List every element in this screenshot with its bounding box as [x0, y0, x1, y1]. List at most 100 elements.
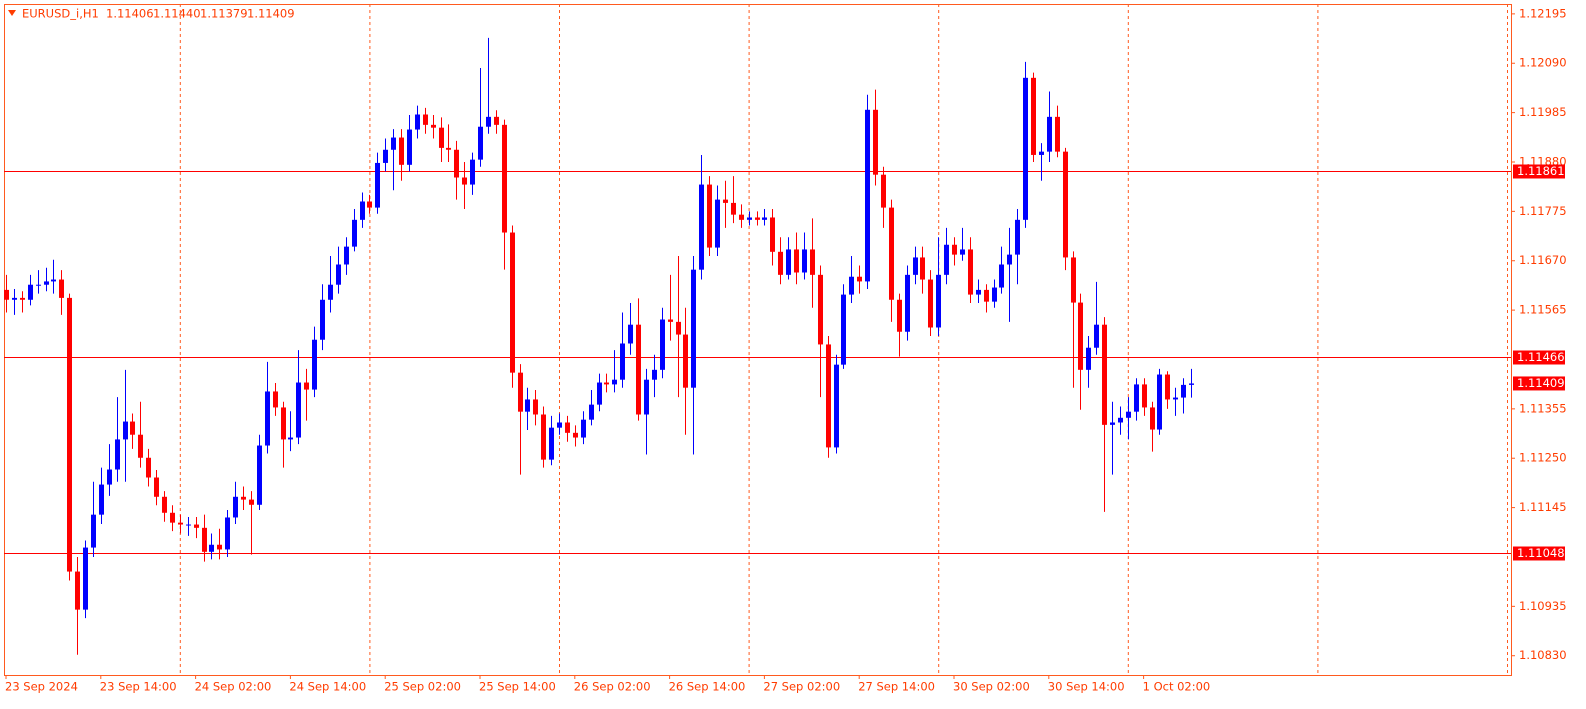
candle-body [604, 382, 609, 385]
menu-triangle[interactable] [8, 10, 16, 16]
candle-body [1047, 116, 1052, 152]
candle-body [597, 382, 602, 405]
candle-body [699, 184, 704, 270]
candle-body [415, 114, 420, 130]
candle-body [470, 159, 475, 185]
x-tick-label: 25 Sep 02:00 [384, 680, 461, 694]
candle-body [217, 544, 222, 550]
candle-body [4, 289, 9, 300]
x-tick-label: 30 Sep 02:00 [953, 680, 1030, 694]
candle-body [494, 116, 499, 125]
candle-body [59, 279, 64, 298]
candle-body [154, 477, 159, 497]
candle-body [273, 391, 278, 408]
candle-body [731, 202, 736, 215]
candle-body [865, 109, 870, 282]
candle-body [162, 496, 167, 513]
candle-body [502, 124, 507, 233]
candle-body [1102, 324, 1107, 425]
ohlc-label: 1.11440 [153, 7, 201, 21]
candle-body [328, 284, 333, 300]
candle-body [510, 232, 515, 373]
candle-body [644, 379, 649, 415]
candle-body [1031, 77, 1036, 155]
candle-body [383, 149, 388, 163]
candle-body [241, 496, 246, 500]
candle-body [67, 297, 72, 572]
candle-body [992, 287, 997, 302]
candle-body [1055, 116, 1060, 152]
candle-body [849, 276, 854, 295]
candle-body [889, 207, 894, 300]
candle-body [668, 319, 673, 322]
plot-frame [4, 4, 1512, 676]
candle-body [20, 297, 25, 300]
candle-body [944, 244, 949, 275]
candle-body [660, 319, 665, 370]
candle-body [565, 422, 570, 433]
y-tick-label: 1.10935 [1519, 599, 1567, 613]
y-tick-label: 1.11670 [1519, 253, 1567, 267]
candle-body [202, 527, 207, 552]
candle-body [439, 127, 444, 148]
candle-body [344, 246, 349, 265]
candle-body [12, 297, 17, 300]
candle-body [786, 249, 791, 275]
candle-body [123, 421, 128, 440]
candle-body [905, 274, 910, 332]
candle-body [265, 391, 270, 446]
candle-body [620, 343, 625, 380]
candle-body [770, 217, 775, 252]
candle-body [762, 217, 767, 220]
candle-body [352, 219, 357, 247]
candle-body [1094, 324, 1099, 348]
candle-body [194, 524, 199, 528]
candle-body [810, 249, 815, 275]
candle-body [984, 289, 989, 302]
candle-body [138, 434, 143, 458]
x-tick-label: 26 Sep 02:00 [574, 680, 651, 694]
candle-body [1039, 151, 1044, 155]
candle-body [1173, 397, 1178, 400]
candle-body [778, 251, 783, 275]
y-tick-label: 1.11565 [1519, 303, 1567, 317]
level-label-box [1513, 546, 1565, 561]
candle-body [683, 334, 688, 388]
candle-body [312, 339, 317, 390]
candle-body [1150, 407, 1155, 430]
y-tick-label: 1.12090 [1519, 56, 1567, 70]
candle-body [525, 399, 530, 412]
candle-body [581, 419, 586, 438]
candle-body [715, 199, 720, 248]
candle-body [976, 289, 981, 295]
candle-body [399, 137, 404, 165]
y-tick-label: 1.11250 [1519, 451, 1567, 465]
candle-body [557, 422, 562, 428]
candle-body [320, 299, 325, 340]
x-tick-label: 30 Sep 14:00 [1048, 680, 1125, 694]
candle-body [91, 514, 96, 548]
x-tick-label: 27 Sep 02:00 [763, 680, 840, 694]
ohlc-label: 1.11406 [106, 7, 154, 21]
candle-body [130, 421, 135, 435]
candle-body [486, 116, 491, 127]
level-label: 1.11048 [1517, 546, 1565, 560]
candle-body [99, 484, 104, 515]
candle-body [51, 279, 56, 282]
candle-body [747, 217, 752, 220]
candle-body [288, 437, 293, 440]
candle-body [1086, 347, 1091, 370]
candle-body [841, 294, 846, 365]
ohlc-label: 1.11379 [200, 7, 248, 21]
candle-body [454, 149, 459, 178]
candle-body [739, 214, 744, 220]
level-label: 1.11861 [1517, 164, 1565, 178]
candle-body [1142, 384, 1147, 408]
x-tick-label: 25 Sep 14:00 [479, 680, 556, 694]
candle-body [755, 217, 760, 220]
candle-body [533, 399, 538, 415]
candle-body [462, 177, 467, 185]
candle-body [707, 184, 712, 248]
candle-body [857, 276, 862, 282]
candle-body [1165, 374, 1170, 400]
